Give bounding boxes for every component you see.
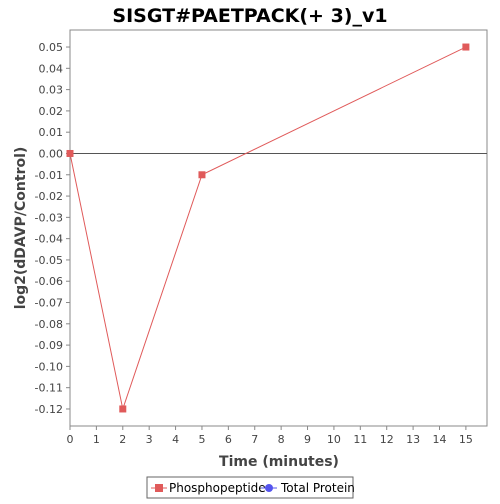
x-tick-label: 6 bbox=[225, 433, 232, 446]
y-tick-label: 0.03 bbox=[39, 84, 64, 97]
y-tick-label: -0.06 bbox=[35, 275, 63, 288]
x-tick-label: 9 bbox=[304, 433, 311, 446]
x-axis-title: Time (minutes) bbox=[219, 454, 339, 470]
plot-area bbox=[69, 29, 488, 427]
y-tick-label: 0.00 bbox=[39, 147, 64, 160]
x-tick-label: 3 bbox=[146, 433, 153, 446]
x-tick-label: 13 bbox=[406, 433, 420, 446]
x-tick-label: 0 bbox=[67, 433, 74, 446]
y-tick-label: -0.03 bbox=[35, 211, 63, 224]
legend-marker-total-protein bbox=[265, 484, 273, 492]
y-axis-title: log2(dDAVP/Control) bbox=[13, 147, 29, 310]
y-tick-label: -0.12 bbox=[35, 403, 63, 416]
data-point bbox=[198, 171, 206, 179]
x-tick-label: 4 bbox=[172, 433, 179, 446]
legend-label-total-protein: Total Protein bbox=[280, 481, 355, 495]
chart-title: SISGT#PAETPACK(+ 3)_v1 bbox=[112, 5, 387, 27]
y-tick-label: -0.05 bbox=[35, 254, 63, 267]
y-tick-label: 0.02 bbox=[39, 105, 64, 118]
legend-marker-phosphopeptide bbox=[155, 484, 163, 492]
series-layer bbox=[66, 43, 470, 413]
x-tick-label: 5 bbox=[198, 433, 205, 446]
x-tick-label: 10 bbox=[327, 433, 341, 446]
y-tick-label: -0.09 bbox=[35, 339, 63, 352]
legend: Phosphopeptide Total Protein bbox=[146, 476, 355, 499]
data-point bbox=[119, 405, 127, 413]
y-tick-label: -0.08 bbox=[35, 318, 63, 331]
x-tick-label: 15 bbox=[459, 433, 473, 446]
y-tick-label: 0.05 bbox=[39, 41, 64, 54]
y-axis: 0.05 0.04 0.03 0.02 0.01 0.00 -0.01 -0.02 -0.03 -… bbox=[35, 41, 70, 416]
series-line-0 bbox=[69, 46, 467, 411]
x-tick-label: 8 bbox=[278, 433, 285, 446]
x-axis: 0 1 2 3 4 5 6 7 8 9 10 11 12 13 14 15 bbox=[67, 426, 473, 446]
x-tick-label: 2 bbox=[119, 433, 126, 446]
y-tick-label: 0.04 bbox=[39, 62, 64, 75]
y-tick-label: 0.01 bbox=[39, 126, 64, 139]
data-point bbox=[462, 43, 470, 51]
legend-label-phosphopeptide: Phosphopeptide bbox=[169, 481, 266, 495]
x-tick-label: 11 bbox=[353, 433, 367, 446]
x-tick-label: 7 bbox=[251, 433, 258, 446]
y-tick-label: -0.07 bbox=[35, 297, 63, 310]
legend-box bbox=[146, 476, 354, 499]
x-tick-label: 12 bbox=[380, 433, 394, 446]
x-tick-label: 1 bbox=[93, 433, 100, 446]
y-tick-label: -0.02 bbox=[35, 190, 63, 203]
y-tick-label: -0.01 bbox=[35, 169, 63, 182]
x-tick-label: 14 bbox=[432, 433, 446, 446]
y-tick-label: -0.10 bbox=[35, 360, 63, 373]
y-tick-label: -0.11 bbox=[35, 382, 63, 395]
y-tick-label: -0.04 bbox=[35, 233, 63, 246]
data-point bbox=[66, 149, 74, 157]
